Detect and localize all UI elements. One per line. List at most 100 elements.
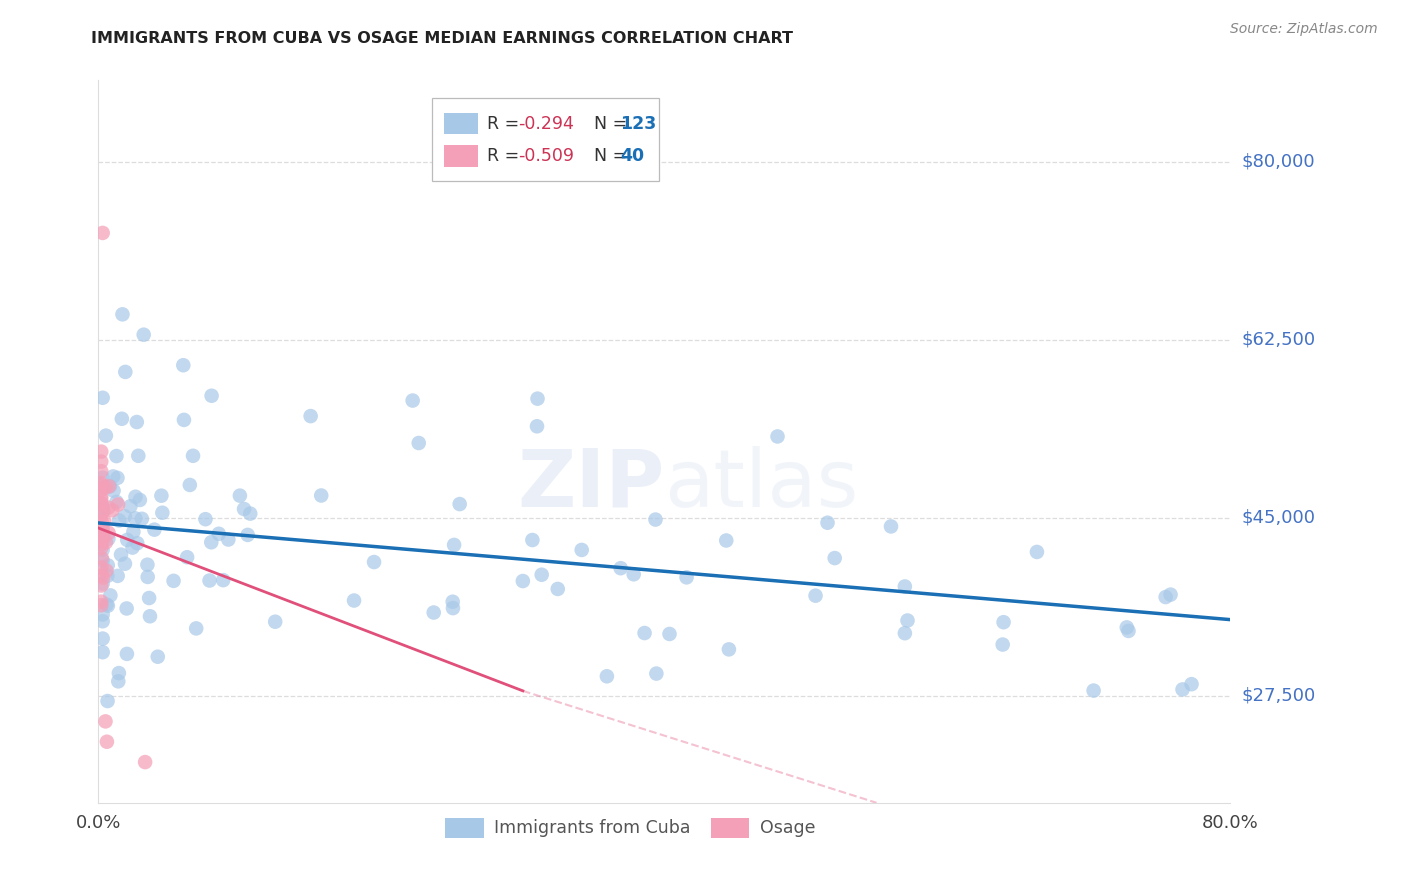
Point <box>804 589 827 603</box>
Point <box>98 479 121 493</box>
Point <box>547 582 569 596</box>
Point <box>526 419 548 434</box>
Point <box>90 464 112 478</box>
Point <box>91 554 114 568</box>
Point <box>239 507 262 521</box>
Text: $45,000: $45,000 <box>1241 508 1316 527</box>
Point <box>217 533 239 547</box>
Point <box>105 495 128 509</box>
Point <box>90 578 112 592</box>
Text: ZIP: ZIP <box>517 446 665 524</box>
Point <box>571 543 593 558</box>
Point <box>114 557 136 571</box>
Point <box>127 449 149 463</box>
Point <box>143 523 166 537</box>
Point <box>91 471 114 485</box>
Point <box>1154 590 1177 604</box>
Point <box>1115 620 1137 634</box>
Point <box>896 614 918 628</box>
Bar <box>444 112 478 135</box>
Point <box>186 621 208 635</box>
Point <box>90 541 112 555</box>
Point <box>401 393 423 408</box>
Text: 123: 123 <box>620 115 657 133</box>
Point <box>127 536 149 550</box>
Point <box>880 519 903 533</box>
Point <box>103 483 125 498</box>
Point <box>522 533 544 547</box>
Text: $80,000: $80,000 <box>1241 153 1315 170</box>
Point <box>200 535 222 549</box>
Point <box>90 516 112 530</box>
Point <box>94 428 117 442</box>
Point <box>208 526 231 541</box>
Bar <box>432 98 658 181</box>
Point <box>120 500 142 514</box>
Point <box>623 567 645 582</box>
Point <box>229 489 252 503</box>
Point <box>91 576 114 591</box>
Point <box>181 449 204 463</box>
Point <box>90 598 112 612</box>
Point <box>110 548 132 562</box>
Point <box>100 588 122 602</box>
Point <box>91 391 114 405</box>
Text: -0.509: -0.509 <box>519 147 574 165</box>
Point <box>107 674 129 689</box>
Text: 40: 40 <box>620 147 644 165</box>
Point <box>150 506 173 520</box>
Point <box>96 564 118 578</box>
Point <box>90 508 112 523</box>
Point <box>131 512 153 526</box>
Point <box>139 609 162 624</box>
Legend: Immigrants from Cuba, Osage: Immigrants from Cuba, Osage <box>439 811 823 845</box>
Point <box>94 535 117 549</box>
Point <box>443 538 465 552</box>
Point <box>105 449 128 463</box>
Point <box>173 413 195 427</box>
Point <box>1026 545 1049 559</box>
Text: atlas: atlas <box>665 446 859 524</box>
Point <box>91 504 114 518</box>
Point <box>90 537 112 551</box>
Point <box>91 607 114 622</box>
Point <box>101 503 124 517</box>
Point <box>114 365 136 379</box>
Point <box>90 478 112 492</box>
Text: N =: N = <box>583 147 633 165</box>
Point <box>1160 588 1182 602</box>
Point <box>343 593 366 607</box>
Text: Source: ZipAtlas.com: Source: ZipAtlas.com <box>1230 22 1378 37</box>
Text: -0.294: -0.294 <box>519 115 574 133</box>
Point <box>894 579 917 593</box>
Point <box>98 479 121 493</box>
Text: IMMIGRANTS FROM CUBA VS OSAGE MEDIAN EARNINGS CORRELATION CHART: IMMIGRANTS FROM CUBA VS OSAGE MEDIAN EAR… <box>91 31 793 46</box>
Point <box>111 411 134 425</box>
Point <box>449 497 471 511</box>
Point <box>97 525 120 540</box>
Point <box>114 509 136 524</box>
Point <box>264 615 287 629</box>
Point <box>108 514 131 528</box>
Point <box>97 500 120 515</box>
Point <box>90 568 112 582</box>
Point <box>644 512 666 526</box>
Point <box>103 469 125 483</box>
Point <box>132 327 155 342</box>
Point <box>97 532 120 546</box>
Point <box>526 392 548 406</box>
Point <box>90 527 112 541</box>
Point <box>91 632 114 646</box>
Point <box>128 492 150 507</box>
Point <box>97 694 120 708</box>
Point <box>658 627 681 641</box>
Point <box>90 496 112 510</box>
Point <box>179 478 201 492</box>
Point <box>91 551 114 566</box>
Point <box>993 615 1015 630</box>
Point <box>91 226 114 240</box>
Point <box>107 569 129 583</box>
Point <box>115 601 138 615</box>
Text: N =: N = <box>583 115 633 133</box>
Point <box>201 389 224 403</box>
